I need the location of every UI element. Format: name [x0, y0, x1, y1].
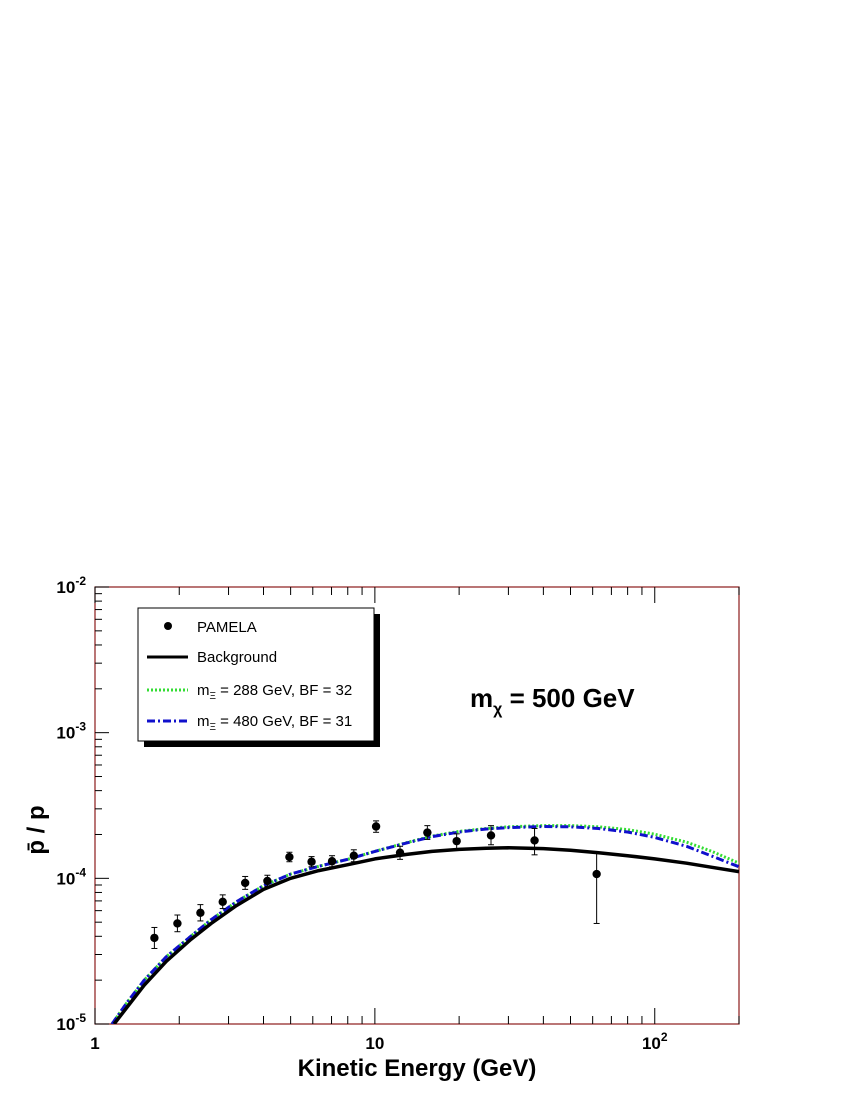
point-marker: [285, 852, 294, 862]
point-marker: [196, 908, 205, 917]
x-tick-label: 10: [365, 1034, 384, 1053]
pamela-point: [452, 833, 461, 850]
point-marker: [371, 822, 381, 831]
point-marker: [395, 848, 405, 857]
point-marker: [423, 828, 432, 837]
point-marker: [327, 857, 337, 866]
legend-label-288: mΞ = 288 GeV, BF = 32: [197, 682, 352, 702]
data-points: [150, 820, 601, 949]
point-marker: [349, 851, 359, 860]
pamela-point: [395, 845, 405, 860]
pamela-point: [592, 852, 601, 924]
pamela-point: [349, 849, 359, 863]
y-tick-label: 10-4: [56, 865, 86, 888]
series-line-2: [110, 825, 739, 1024]
mass-annotation: mχ = 500 GeV: [470, 683, 635, 718]
pamela-point: [327, 855, 337, 868]
legend-box: [137, 607, 375, 742]
pamela-point: [530, 827, 539, 856]
y-tick-label: 10-2: [56, 574, 86, 597]
point-marker: [218, 897, 227, 907]
point-marker: [240, 878, 250, 888]
pamela-point: [173, 914, 182, 933]
x-tick-label: 1: [90, 1034, 99, 1053]
annotation-subscript: χ: [493, 701, 503, 718]
annotation-rest: = 500 GeV: [502, 683, 635, 713]
x-axis-title: Kinetic Energy (GeV): [298, 1055, 537, 1082]
tick-labels: 1 10 102 10-5 10-4 10-3 10-2: [56, 574, 667, 1053]
legend-label-pamela: PAMELA: [197, 619, 257, 636]
pamela-point: [307, 856, 316, 868]
x-tick-label: 102: [642, 1030, 668, 1053]
pamela-point: [371, 820, 381, 833]
point-marker: [592, 869, 601, 879]
plot-frame: [94, 586, 740, 1025]
point-marker: [307, 857, 316, 866]
pamela-point: [196, 904, 205, 922]
annotation-main: m: [470, 683, 493, 713]
point-marker: [173, 919, 182, 928]
pamela-point: [150, 926, 159, 949]
legend-marker-pamela: [164, 622, 172, 630]
series-line-1: [110, 824, 739, 1024]
point-marker: [530, 836, 539, 845]
y-axis-title: p̄ / p: [23, 805, 50, 854]
pamela-point: [285, 851, 294, 863]
pamela-point: [240, 875, 250, 890]
pamela-point: [218, 894, 227, 910]
curves: [110, 824, 739, 1024]
point-marker: [263, 876, 272, 886]
y-tick-label: 10-5: [56, 1011, 86, 1034]
legend-label-480: mΞ = 480 GeV, BF = 31: [197, 713, 352, 733]
legend: PAMELA Background mΞ = 288 GeV, BF = 32 …: [137, 607, 380, 747]
axis-ticks: [94, 586, 740, 1025]
pamela-point: [423, 825, 432, 840]
point-marker: [150, 933, 159, 943]
pamela-point: [486, 825, 496, 846]
point-marker: [452, 836, 461, 846]
legend-label-background: Background: [197, 649, 277, 666]
pamela-point: [263, 874, 272, 887]
point-marker: [486, 831, 496, 840]
y-tick-label: 10-3: [56, 720, 86, 743]
series-line-0: [112, 846, 739, 1024]
